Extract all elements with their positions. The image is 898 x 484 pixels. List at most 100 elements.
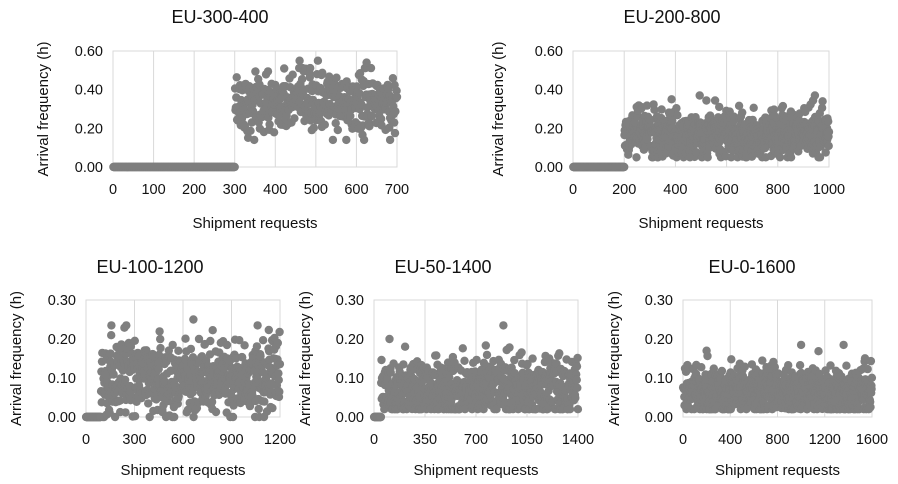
y-tick-label: 0.20 xyxy=(336,332,364,348)
data-point xyxy=(390,118,399,127)
data-point xyxy=(309,123,318,133)
data-point xyxy=(269,128,279,137)
data-point xyxy=(251,67,260,76)
data-point xyxy=(155,327,164,336)
data-point xyxy=(265,120,274,129)
data-point xyxy=(388,74,398,83)
x-tick-label: 0 xyxy=(370,432,378,448)
data-point xyxy=(232,73,241,82)
chart-panel-2: 0.00 0.20 0.40 0.60 0 200 400 600 800 1000 EU-200-… xyxy=(490,7,845,232)
data-point xyxy=(107,321,116,330)
data-point xyxy=(181,334,190,343)
data-point xyxy=(400,342,410,351)
data-point xyxy=(695,91,704,100)
y-tick-label: 0.20 xyxy=(48,332,76,348)
data-point xyxy=(156,343,165,353)
data-point xyxy=(510,355,519,365)
data-point xyxy=(109,370,118,379)
x-tick-label: 700 xyxy=(385,182,409,198)
data-point xyxy=(573,383,582,392)
data-point xyxy=(810,91,820,100)
data-point xyxy=(505,343,514,352)
data-point xyxy=(866,356,876,366)
data-point xyxy=(697,363,706,372)
data-point xyxy=(842,361,851,370)
data-point xyxy=(268,403,277,413)
data-point xyxy=(359,135,369,145)
data-point xyxy=(572,375,581,384)
data-point xyxy=(632,153,641,162)
data-point xyxy=(392,86,401,95)
data-point xyxy=(273,338,282,348)
data-point xyxy=(499,321,508,330)
data-point xyxy=(817,103,827,113)
data-point xyxy=(727,153,736,162)
data-point xyxy=(390,128,400,138)
data-point xyxy=(318,68,327,78)
x-axis-label: Shipment requests xyxy=(120,462,245,479)
data-point xyxy=(821,148,830,157)
data-point xyxy=(650,105,659,115)
x-tick-label: 400 xyxy=(263,182,287,198)
y-tick-label: 0.30 xyxy=(336,293,364,309)
data-point xyxy=(673,111,682,120)
y-tick-label: 0.00 xyxy=(535,160,563,176)
x-tick-label: 0 xyxy=(109,182,117,198)
y-tick-label: 0.10 xyxy=(48,371,76,387)
y-axis-label: Arrival frequency (h) xyxy=(35,41,52,176)
data-point xyxy=(305,73,314,82)
data-point xyxy=(194,334,204,344)
data-point xyxy=(235,336,244,345)
x-tick-label: 0 xyxy=(569,182,577,198)
data-point xyxy=(460,356,469,365)
data-point xyxy=(252,342,262,351)
y-tick-label: 0.10 xyxy=(645,371,673,387)
data-point xyxy=(727,355,736,364)
data-point xyxy=(240,341,249,350)
data-point xyxy=(824,141,833,151)
data-point xyxy=(734,101,744,111)
y-tick-label: 0.40 xyxy=(75,83,103,99)
y-tick-label: 0.00 xyxy=(336,410,364,426)
plot-area xyxy=(572,50,830,168)
data-point xyxy=(376,412,386,422)
data-point xyxy=(230,162,239,172)
x-tick-label: 1400 xyxy=(562,432,594,448)
data-point xyxy=(818,97,827,106)
data-point xyxy=(826,361,835,370)
x-axis-label: Shipment requests xyxy=(192,215,317,232)
scatter-series xyxy=(109,56,402,172)
data-point xyxy=(365,122,374,131)
data-point xyxy=(620,162,629,172)
data-point xyxy=(391,107,400,116)
data-point xyxy=(264,325,273,335)
data-point xyxy=(715,102,724,112)
x-tick-label: 300 xyxy=(223,182,247,198)
data-point xyxy=(377,114,386,124)
data-point xyxy=(229,401,238,410)
data-point xyxy=(717,366,727,376)
data-point xyxy=(107,331,116,340)
data-point xyxy=(362,58,371,67)
data-point xyxy=(206,336,215,346)
y-tick-label: 0.00 xyxy=(645,410,673,426)
data-point xyxy=(399,360,408,369)
data-point xyxy=(297,75,307,84)
data-point xyxy=(573,353,582,363)
data-point xyxy=(154,364,163,374)
x-axis-label: Shipment requests xyxy=(413,462,538,479)
data-point xyxy=(274,375,283,385)
data-point xyxy=(145,412,154,422)
data-point xyxy=(565,405,575,414)
data-point xyxy=(796,340,806,350)
data-point xyxy=(275,387,284,396)
data-point xyxy=(445,373,454,382)
data-point xyxy=(130,412,140,421)
data-point xyxy=(571,393,580,403)
data-point xyxy=(211,407,221,417)
data-point xyxy=(207,397,217,407)
data-point xyxy=(290,114,299,123)
y-tick-label: 0.00 xyxy=(48,410,76,426)
x-tick-label: 500 xyxy=(304,182,328,198)
data-point xyxy=(189,412,198,422)
